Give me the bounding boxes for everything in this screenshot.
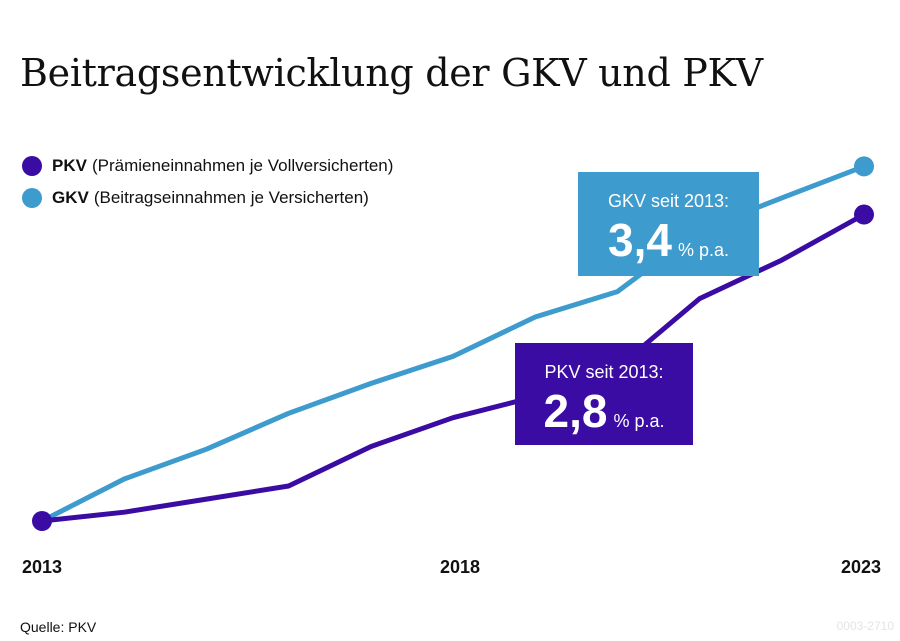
startpoint-2013: [32, 511, 52, 531]
chart-title: Beitragsentwicklung der GKV und PKV: [20, 51, 763, 95]
legend-desc-pkv: (Prämieneinnahmen je Vollversicherten): [91, 156, 394, 175]
x-tick-label-2013: 2013: [22, 557, 63, 577]
endpoint-gkv-2023: [854, 156, 874, 177]
callout-gkv-unit: % p.a.: [677, 240, 729, 260]
legend: PKV (Prämieneinnahmen je Vollversicherte…: [22, 150, 393, 214]
series-line-pkv: [39, 212, 867, 524]
graphic-id: 0003-2710: [836, 619, 894, 633]
callout-gkv-label: GKV seit 2013:: [607, 191, 730, 211]
x-tick-label-2018: 2018: [440, 557, 481, 577]
legend-item-pkv: PKV (Prämieneinnahmen je Vollversicherte…: [22, 150, 393, 182]
source-note: Quelle: PKV: [20, 619, 97, 635]
callout-pkv-label: PKV seit 2013:: [544, 362, 664, 382]
endpoint-pkv-2023: [854, 204, 874, 225]
x-tick-label-2023: 2023: [841, 557, 882, 577]
legend-marker-gkv: [22, 188, 42, 208]
callout-gkv-value-row: 3,4% p.a.: [578, 214, 759, 266]
legend-name-pkv: PKV: [52, 156, 87, 175]
legend-marker-pkv: [22, 156, 42, 176]
callout-gkv-value: 3,4: [608, 214, 672, 266]
legend-name-gkv: GKV: [52, 188, 89, 207]
legend-item-gkv: GKV (Beitragseinnahmen je Versicherten): [22, 182, 393, 214]
callout-pkv-unit: % p.a.: [613, 411, 665, 431]
callout-gkv: GKV seit 2013: 3,4% p.a.: [578, 172, 759, 276]
callout-pkv-value: 2,8: [543, 385, 608, 437]
callout-pkv-value-row: 2,8% p.a.: [515, 385, 693, 437]
callout-pkv: PKV seit 2013: 2,8% p.a.: [515, 343, 693, 445]
legend-desc-gkv: (Beitragseinnahmen je Versicherten): [93, 188, 369, 207]
